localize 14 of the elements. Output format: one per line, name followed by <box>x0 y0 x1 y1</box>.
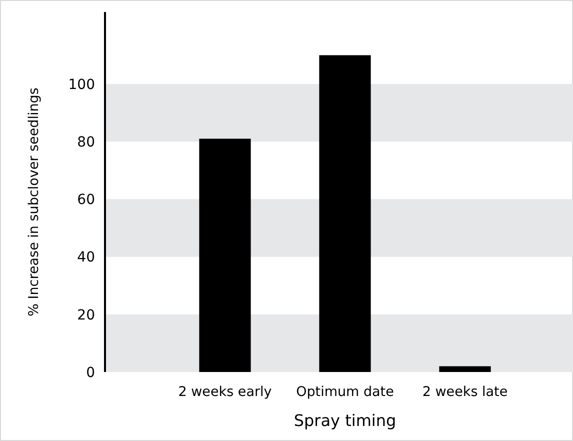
y-tick-label: 60 <box>77 192 95 208</box>
bar <box>199 138 251 372</box>
x-tick-label: Optimum date <box>296 384 394 400</box>
y-tick-label: 40 <box>77 250 95 266</box>
x-axis-title: Spray timing <box>294 411 396 430</box>
x-tick-label: 2 weeks late <box>422 384 508 400</box>
y-tick-label: 0 <box>86 364 95 381</box>
x-tick-label: 2 weeks early <box>178 384 272 400</box>
bar <box>319 55 371 372</box>
y-tick-label: 100 <box>68 76 95 93</box>
y-tick-label: 20 <box>77 307 95 324</box>
bar <box>439 366 491 372</box>
y-tick-label: 80 <box>77 134 95 150</box>
y-axis-title: % Increase in subclover seedlings <box>26 88 42 316</box>
